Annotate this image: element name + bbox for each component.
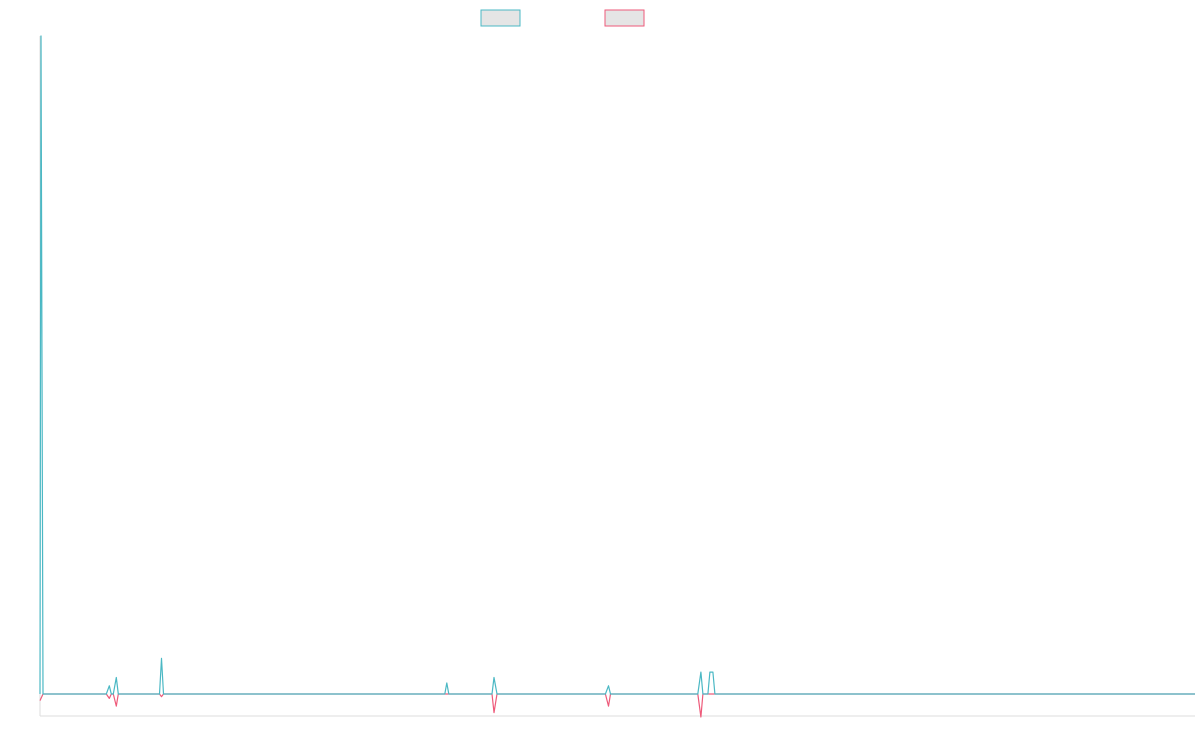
legend-swatch-series-b[interactable]	[604, 9, 645, 27]
series-line-b	[39, 693, 1195, 718]
series-layer	[39, 35, 1195, 718]
series-line-a	[39, 35, 1195, 695]
legend-swatch-series-a[interactable]	[480, 9, 521, 27]
legend	[480, 9, 645, 27]
